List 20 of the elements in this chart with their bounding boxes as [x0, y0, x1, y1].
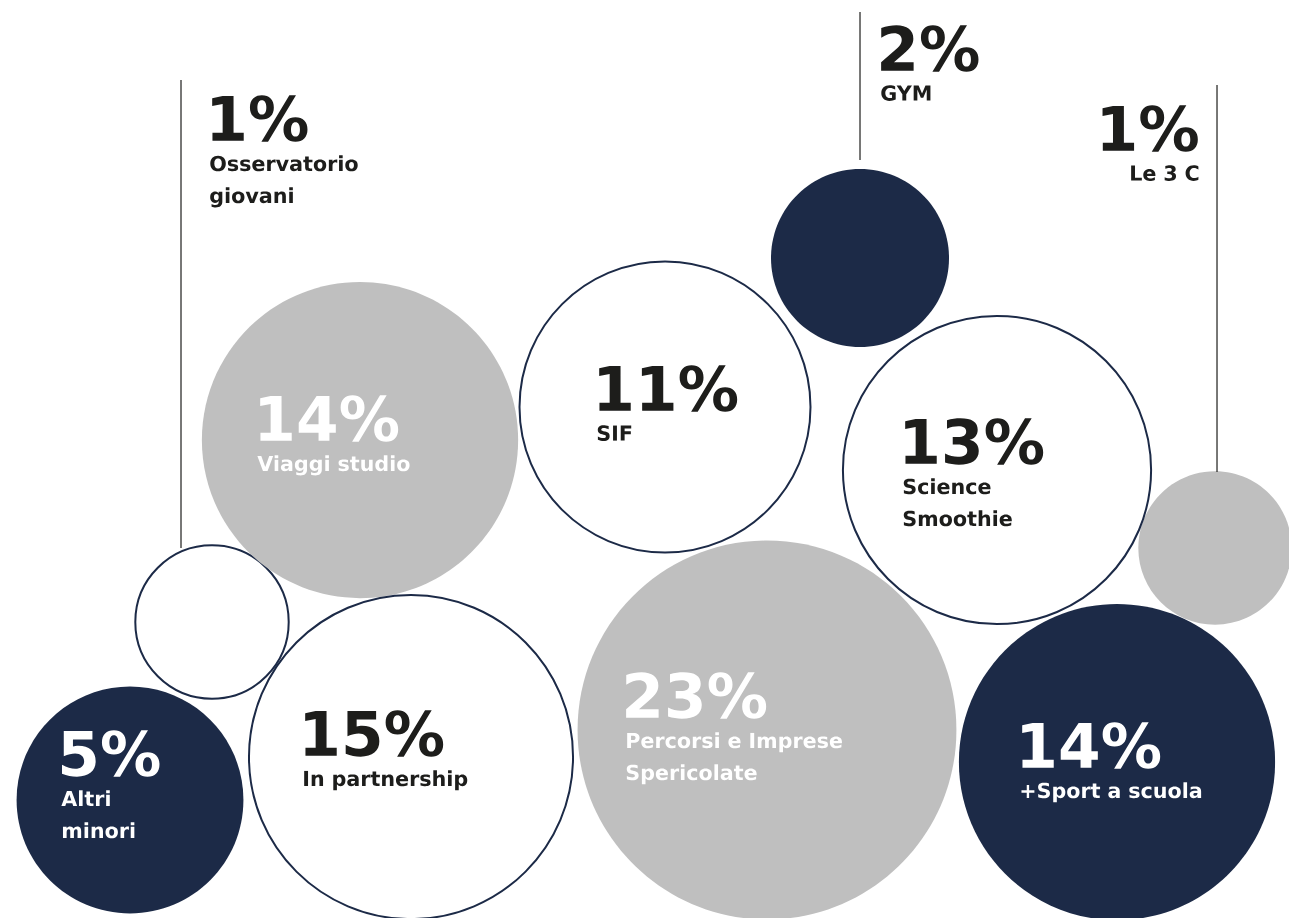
- category-label: Altri minori: [61, 790, 135, 839]
- data-label: 14%: [260, 395, 399, 442]
- data-label: 14%: [1022, 722, 1161, 769]
- category-label: Percorsi e Imprese Spericolate: [626, 732, 842, 785]
- data-label: 15%: [305, 710, 444, 757]
- data-label: 13%: [905, 418, 1044, 465]
- category-label: Viaggi studio: [257, 455, 410, 476]
- data-label: 5%: [61, 730, 160, 777]
- category-label: GYM: [881, 85, 931, 101]
- data-label: 23%: [626, 672, 767, 719]
- data-label: 1%: [212, 95, 308, 142]
- category-label: In partnership: [304, 770, 468, 791]
- category-label: Osservatorio giovani: [210, 155, 358, 208]
- data-label: 1%: [1102, 105, 1198, 152]
- data-label: 11%: [599, 365, 738, 412]
- category-label: Science Smoothie: [903, 478, 1012, 527]
- category-label: SIF: [597, 425, 632, 441]
- category-label: Le 3 C: [1131, 165, 1199, 181]
- data-label: 2%: [881, 25, 979, 72]
- category-label: +Sport a scuola: [1021, 782, 1202, 803]
